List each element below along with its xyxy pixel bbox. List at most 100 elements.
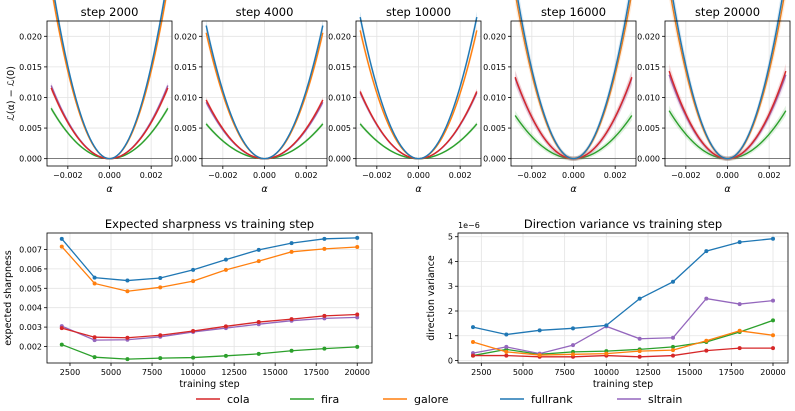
x-tick-label: −0.002: [53, 171, 83, 180]
y-tick-label: 0.015: [328, 63, 351, 72]
point-cola: [671, 353, 675, 358]
y-tick-label: 0.000: [19, 155, 42, 164]
point-galore: [504, 349, 509, 354]
x-axis-label: α: [261, 184, 268, 195]
legend-label: fira: [321, 393, 339, 406]
x-tick-label: 0.002: [295, 171, 318, 180]
point-fira: [771, 318, 775, 323]
legend-item-fullrank: fullrank: [500, 393, 573, 406]
point-sltrain: [637, 336, 642, 341]
point-galore: [704, 338, 709, 343]
y-tick-label: 5: [448, 233, 453, 242]
point-galore: [223, 267, 228, 272]
chart-title: step 20000: [695, 5, 760, 19]
point-cola: [158, 333, 163, 338]
point-fira: [256, 351, 261, 356]
axes-frame: [201, 20, 328, 167]
x-tick-label: 0.000: [98, 171, 121, 180]
point-cola: [771, 346, 775, 351]
legend-label: fullrank: [531, 393, 573, 406]
point-fullrank: [125, 278, 130, 283]
point-fullrank: [92, 275, 97, 280]
x-tick-label: −0.002: [362, 171, 392, 180]
y-tick-label: 0.005: [19, 284, 42, 293]
point-cola: [355, 312, 360, 317]
point-galore: [771, 333, 775, 338]
point-galore: [59, 244, 64, 249]
axes-frame: [46, 20, 173, 167]
series-line-cola: [473, 347, 773, 358]
axes-frame: [46, 232, 373, 364]
point-fira: [191, 355, 196, 360]
point-fira: [671, 344, 675, 349]
point-fullrank: [637, 296, 642, 301]
y-tick-label: 0.010: [637, 93, 660, 102]
point-galore: [289, 249, 294, 254]
x-tick-label: 2500: [471, 368, 491, 377]
legend-label: galore: [414, 393, 449, 406]
point-galore: [471, 339, 475, 344]
y-tick-label: 0.015: [174, 63, 197, 72]
x-tick-label: 20000: [345, 368, 370, 377]
axes-frame: [457, 232, 789, 364]
curve-fullrank: [54, 0, 165, 160]
x-tick-label: 0.002: [758, 171, 781, 180]
point-galore: [355, 244, 360, 249]
chart-title: step 16000: [541, 5, 606, 19]
y-tick-label: 0.015: [19, 63, 42, 72]
y-tick-label: 0.010: [328, 93, 351, 102]
point-cola: [471, 353, 475, 358]
point-fullrank: [704, 249, 709, 254]
point-fullrank: [604, 323, 609, 328]
x-tick-label: 17500: [719, 368, 744, 377]
legend-item-fira: fira: [290, 393, 339, 406]
point-galore: [256, 259, 261, 264]
point-fira: [223, 353, 228, 358]
point-sltrain: [571, 343, 575, 348]
y-tick-label: 0.004: [19, 304, 42, 313]
point-fira: [92, 355, 97, 360]
x-tick-label: −0.002: [517, 171, 547, 180]
x-tick-label: 17500: [303, 368, 328, 377]
point-sltrain: [671, 335, 675, 340]
point-galore: [92, 281, 97, 286]
point-cola: [59, 326, 64, 331]
y-tick-label: 0.010: [174, 93, 197, 102]
axes-frame: [355, 20, 482, 167]
point-sltrain: [92, 338, 97, 343]
point-fullrank: [256, 247, 261, 252]
series-line-cola: [61, 313, 358, 339]
point-fullrank: [322, 236, 327, 241]
point-fira: [289, 348, 294, 353]
x-tick-label: 15000: [262, 368, 287, 377]
x-tick-label: 0.000: [407, 171, 430, 180]
point-fullrank: [571, 326, 575, 331]
y-tick-label: 0.000: [328, 155, 351, 164]
point-fullrank: [355, 235, 360, 240]
point-fullrank: [671, 279, 675, 284]
chart-5: 2500 5000 7500 10000 12500 15000 17500 20000 0.0…: [3, 217, 373, 390]
y-tick-label: 0.000: [174, 155, 197, 164]
point-fullrank: [737, 240, 742, 245]
point-fira: [355, 344, 360, 349]
axes-frame: [664, 20, 791, 167]
y-tick-label: 0.005: [174, 124, 197, 133]
y-tick-label: 0.000: [637, 155, 660, 164]
y-tick-label: 0.010: [483, 93, 506, 102]
point-fira: [59, 342, 64, 347]
series-line-galore: [61, 246, 358, 292]
point-fullrank: [59, 236, 64, 241]
y-axis-label: expected sharpness: [3, 250, 14, 346]
curve-fullrank: [517, 0, 630, 160]
point-cola: [504, 353, 509, 358]
x-tick-label: −0.002: [671, 171, 701, 180]
curve-fullrank: [205, 25, 324, 160]
chart-3: −0.002 0.000 0.002 0.000 0.005 0.010 0.015 0.02…: [483, 0, 637, 195]
point-fullrank: [223, 257, 228, 262]
x-axis-label: α: [415, 184, 422, 195]
x-tick-label: 0.002: [140, 171, 163, 180]
chart-title: Expected sharpness vs training step: [105, 217, 314, 231]
y-tick-label: 0.020: [174, 32, 197, 41]
point-galore: [158, 285, 163, 290]
point-sltrain: [504, 344, 509, 349]
